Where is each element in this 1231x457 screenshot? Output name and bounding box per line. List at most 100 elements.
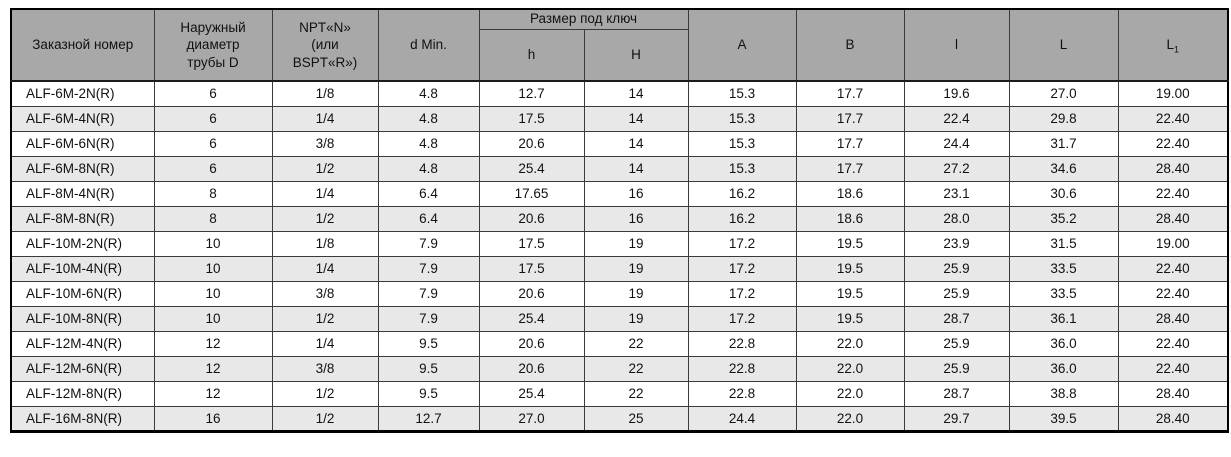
value-cell: 1/2	[271, 155, 379, 182]
header-b: B	[795, 8, 905, 82]
value-cell: 1/2	[271, 305, 379, 332]
value-cell: 7.9	[377, 255, 480, 282]
value-cell: 14	[583, 130, 689, 157]
order-number-cell: ALF-12M-6N(R)	[10, 355, 155, 382]
value-cell: 25.4	[478, 380, 585, 407]
value-cell: 17.2	[687, 255, 797, 282]
table-row: ALF-6M-6N(R) 6 3/8 4.8 20.6 14 15.3 17.7 24.4 31.…	[10, 130, 1229, 157]
value-cell: 25.9	[903, 355, 1010, 382]
value-cell: 10	[153, 305, 273, 332]
value-cell: 28.40	[1117, 205, 1229, 232]
value-cell: 9.5	[377, 355, 480, 382]
value-cell: 17.7	[795, 105, 905, 132]
order-number-cell: ALF-6M-6N(R)	[10, 130, 155, 157]
value-cell: 28.40	[1117, 405, 1229, 432]
value-cell: 17.2	[687, 230, 797, 257]
header-row-group: Заказной номер Наружный диаметр трубы D …	[10, 8, 1229, 82]
value-cell: 22.8	[687, 330, 797, 357]
table-row: ALF-8M-4N(R) 8 1/4 6.4 17.65 16 16.2 18.6 23.1 30…	[10, 180, 1229, 207]
value-cell: 7.9	[377, 230, 480, 257]
order-number-cell: ALF-12M-8N(R)	[10, 380, 155, 407]
value-cell: 8	[153, 205, 273, 232]
value-cell: 19.6	[903, 80, 1010, 107]
value-cell: 15.3	[687, 130, 797, 157]
value-cell: 29.8	[1008, 105, 1119, 132]
header-d-min: d Min.	[377, 8, 480, 82]
header-l1-base: L	[1166, 37, 1175, 53]
value-cell: 1/4	[271, 255, 379, 282]
value-cell: 19	[583, 230, 689, 257]
table-row: ALF-8M-8N(R) 8 1/2 6.4 20.6 16 16.2 18.6 28.0 35.…	[10, 205, 1229, 232]
value-cell: 4.8	[377, 155, 480, 182]
value-cell: 6.4	[377, 180, 480, 207]
value-cell: 20.6	[478, 130, 585, 157]
value-cell: 25.9	[903, 280, 1010, 307]
order-number-cell: ALF-10M-2N(R)	[10, 230, 155, 257]
value-cell: 36.0	[1008, 330, 1119, 357]
value-cell: 12	[153, 355, 273, 382]
table-row: ALF-10M-8N(R) 10 1/2 7.9 25.4 19 17.2 19.5 28.7 3…	[10, 305, 1229, 332]
value-cell: 17.7	[795, 155, 905, 182]
value-cell: 17.2	[687, 305, 797, 332]
value-cell: 1/2	[271, 405, 379, 432]
value-cell: 9.5	[377, 380, 480, 407]
value-cell: 33.5	[1008, 280, 1119, 307]
value-cell: 18.6	[795, 205, 905, 232]
value-cell: 16	[583, 205, 689, 232]
value-cell: 22.0	[795, 355, 905, 382]
value-cell: 20.6	[478, 330, 585, 357]
value-cell: 28.40	[1117, 155, 1229, 182]
value-cell: 12	[153, 330, 273, 357]
value-cell: 24.4	[903, 130, 1010, 157]
order-number-cell: ALF-12M-4N(R)	[10, 330, 155, 357]
value-cell: 22.8	[687, 355, 797, 382]
value-cell: 22.0	[795, 330, 905, 357]
value-cell: 17.5	[478, 255, 585, 282]
value-cell: 22.4	[903, 105, 1010, 132]
value-cell: 6	[153, 155, 273, 182]
value-cell: 22.40	[1117, 130, 1229, 157]
order-number-cell: ALF-10M-8N(R)	[10, 305, 155, 332]
value-cell: 25.4	[478, 305, 585, 332]
value-cell: 16.2	[687, 180, 797, 207]
value-cell: 19	[583, 280, 689, 307]
table-row: ALF-6M-8N(R) 6 1/2 4.8 25.4 14 15.3 17.7 27.2 34.…	[10, 155, 1229, 182]
order-number-cell: ALF-6M-8N(R)	[10, 155, 155, 182]
value-cell: 16	[153, 405, 273, 432]
value-cell: 22	[583, 380, 689, 407]
value-cell: 24.4	[687, 405, 797, 432]
value-cell: 17.7	[795, 80, 905, 107]
value-cell: 22.0	[795, 380, 905, 407]
value-cell: 20.6	[478, 280, 585, 307]
value-cell: 1/8	[271, 230, 379, 257]
order-number-cell: ALF-10M-6N(R)	[10, 280, 155, 307]
value-cell: 22.0	[795, 405, 905, 432]
value-cell: 22.40	[1117, 280, 1229, 307]
value-cell: 25.9	[903, 255, 1010, 282]
value-cell: 36.1	[1008, 305, 1119, 332]
value-cell: 1/4	[271, 330, 379, 357]
value-cell: 12	[153, 380, 273, 407]
header-l-small: l	[903, 8, 1010, 82]
value-cell: 6	[153, 105, 273, 132]
header-h-small: h	[478, 28, 585, 82]
value-cell: 33.5	[1008, 255, 1119, 282]
value-cell: 22.40	[1117, 105, 1229, 132]
value-cell: 22	[583, 330, 689, 357]
value-cell: 25.4	[478, 155, 585, 182]
value-cell: 17.65	[478, 180, 585, 207]
value-cell: 14	[583, 105, 689, 132]
value-cell: 22.40	[1117, 255, 1229, 282]
value-cell: 1/4	[271, 180, 379, 207]
value-cell: 12.7	[377, 405, 480, 432]
table-row: ALF-10M-6N(R) 10 3/8 7.9 20.6 19 17.2 19.5 25.9 3…	[10, 280, 1229, 307]
value-cell: 35.2	[1008, 205, 1119, 232]
value-cell: 28.0	[903, 205, 1010, 232]
value-cell: 31.5	[1008, 230, 1119, 257]
table-row: ALF-12M-4N(R) 12 1/4 9.5 20.6 22 22.8 22.0 25.9 3…	[10, 330, 1229, 357]
value-cell: 12.7	[478, 80, 585, 107]
value-cell: 19.5	[795, 280, 905, 307]
value-cell: 15.3	[687, 105, 797, 132]
fittings-spec-table: Заказной номер Наружный диаметр трубы D …	[10, 8, 1230, 433]
